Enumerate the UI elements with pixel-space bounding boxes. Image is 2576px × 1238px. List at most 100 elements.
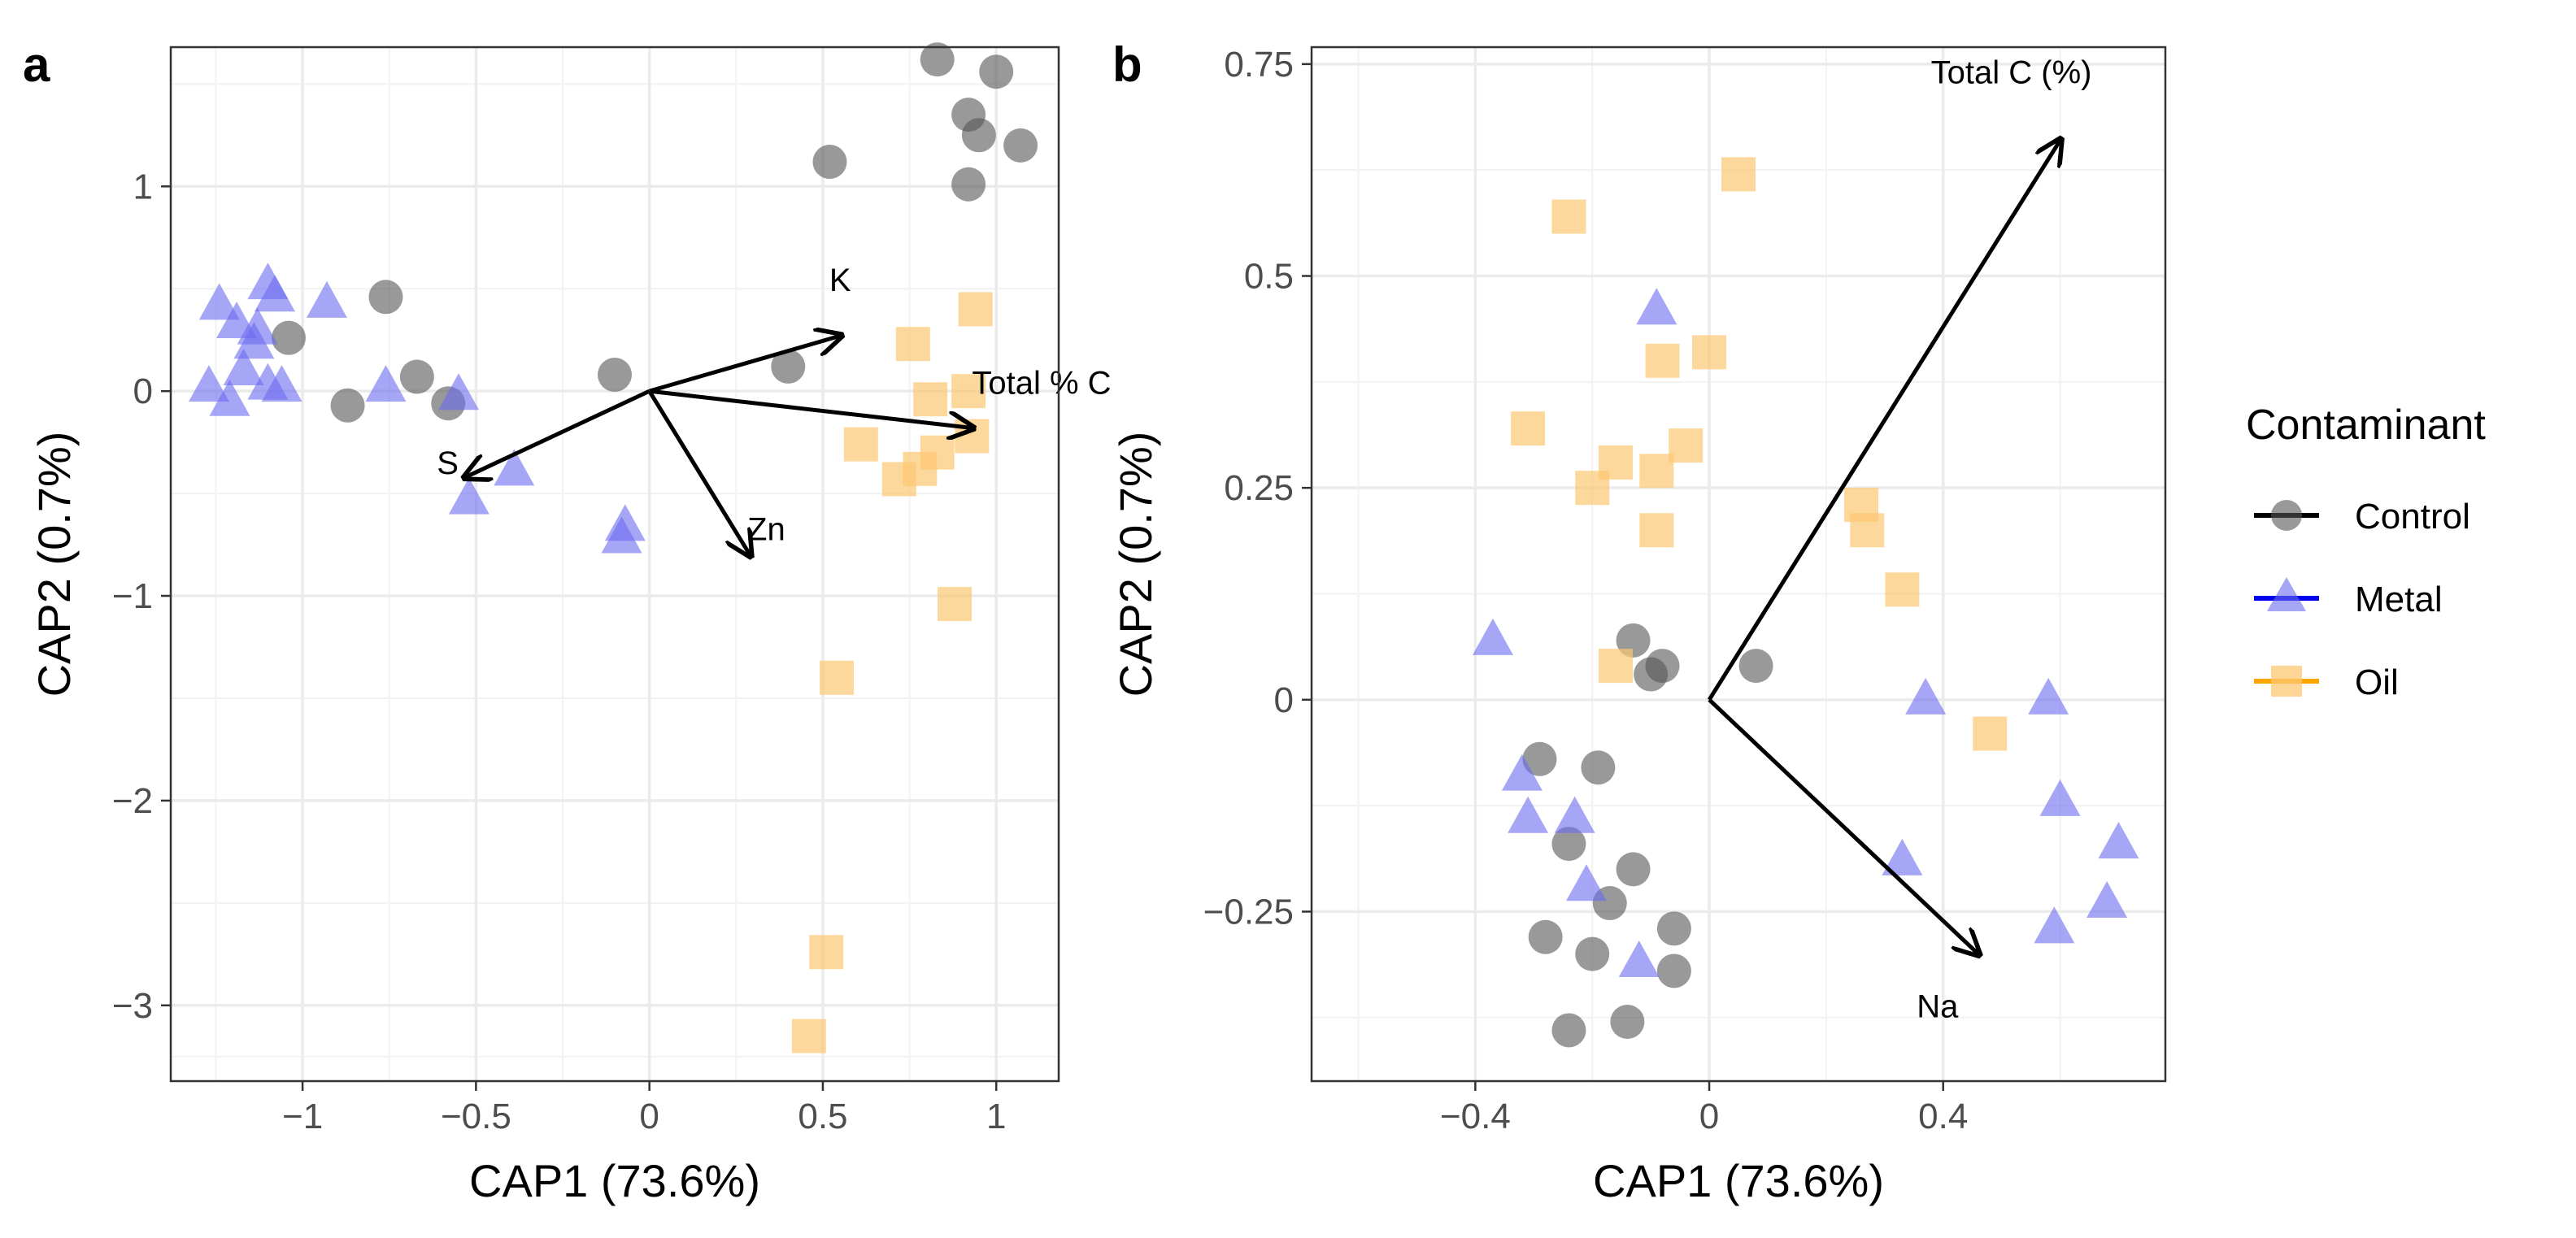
point-control bbox=[1656, 953, 1691, 988]
y-tick-label: −0.25 bbox=[1203, 892, 1294, 932]
point-oil bbox=[938, 587, 973, 622]
x-tick-label: 1 bbox=[986, 1097, 1006, 1136]
legend-key-control bbox=[2271, 500, 2302, 531]
point-metal bbox=[209, 379, 250, 416]
point-oil bbox=[1598, 649, 1633, 684]
x-tick-label: −0.4 bbox=[1440, 1097, 1511, 1136]
point-control bbox=[272, 320, 307, 355]
x-tick-label: 0 bbox=[1699, 1097, 1719, 1136]
x-tick-label: 0 bbox=[639, 1097, 659, 1136]
y-tick-label: 1 bbox=[133, 167, 153, 206]
point-oil bbox=[1639, 513, 1674, 548]
point-oil bbox=[820, 660, 854, 695]
point-control bbox=[368, 280, 403, 315]
point-metal bbox=[216, 302, 258, 339]
point-oil bbox=[843, 427, 878, 462]
point-oil bbox=[1645, 343, 1680, 378]
point-control bbox=[1003, 128, 1038, 163]
point-metal bbox=[188, 365, 229, 402]
panel-b-ticks: −0.4 0 0.4 −0.25 0 0.25 0.5 0.75 bbox=[1203, 45, 1969, 1136]
vector-label: Total % C bbox=[972, 365, 1111, 401]
x-tick-label: 0.5 bbox=[798, 1097, 847, 1136]
panel-b-x-axis-title: CAP1 (73.6%) bbox=[1593, 1155, 1884, 1206]
legend-item-oil: Oil bbox=[2254, 662, 2399, 702]
vector-arrow bbox=[1708, 698, 1978, 954]
point-oil bbox=[1721, 157, 1756, 192]
point-control bbox=[1581, 750, 1616, 785]
point-metal bbox=[2034, 906, 2075, 944]
point-control bbox=[961, 118, 996, 153]
vector-arrow bbox=[647, 389, 751, 555]
point-control bbox=[598, 358, 632, 393]
point-control bbox=[1522, 741, 1557, 776]
point-metal bbox=[306, 280, 347, 318]
point-oil bbox=[913, 382, 948, 417]
legend-label-metal: Metal bbox=[2355, 580, 2443, 619]
point-metal bbox=[1636, 288, 1677, 325]
y-tick-label: −3 bbox=[112, 986, 153, 1026]
point-oil bbox=[1669, 428, 1704, 463]
legend-label-oil: Oil bbox=[2355, 662, 2399, 702]
point-control bbox=[1645, 649, 1680, 684]
y-tick-label: −2 bbox=[112, 781, 153, 821]
point-control bbox=[1738, 649, 1773, 684]
legend: Contaminant Control Metal Oil bbox=[2246, 402, 2486, 702]
y-tick-label: −1 bbox=[112, 576, 153, 616]
point-metal bbox=[2028, 677, 2069, 715]
vector-label: Total C (%) bbox=[1931, 55, 2092, 91]
point-metal bbox=[1472, 618, 1513, 655]
y-tick-label: 0.75 bbox=[1224, 45, 1294, 85]
x-tick-label: −0.5 bbox=[441, 1097, 511, 1136]
vector-arrow bbox=[649, 389, 973, 428]
legend-item-metal: Metal bbox=[2254, 577, 2443, 619]
point-metal bbox=[254, 275, 295, 312]
panel-b-gridlines bbox=[1312, 47, 2165, 1081]
legend-key-oil bbox=[2271, 666, 2302, 697]
point-metal bbox=[1882, 838, 1923, 875]
point-metal bbox=[494, 449, 535, 486]
panel-b-label: b bbox=[1112, 37, 1142, 92]
vector-arrow bbox=[1707, 141, 2060, 702]
point-control bbox=[1551, 827, 1586, 862]
point-oil bbox=[1639, 454, 1674, 489]
point-oil bbox=[1511, 411, 1546, 446]
y-tick-label: 0.25 bbox=[1224, 468, 1294, 508]
panel-a-label: a bbox=[23, 37, 50, 92]
point-oil bbox=[881, 462, 916, 497]
point-oil bbox=[1692, 335, 1727, 370]
panel-b-vectors: Total C (%) Na bbox=[1707, 55, 2092, 1025]
point-oil bbox=[1850, 513, 1885, 548]
point-control bbox=[1575, 936, 1610, 971]
point-metal bbox=[2086, 881, 2128, 919]
point-oil bbox=[895, 327, 930, 362]
vector-arrow bbox=[648, 336, 841, 393]
point-metal bbox=[1566, 864, 1608, 901]
panel-a-vectors: K Total % C S Zn bbox=[437, 263, 1112, 555]
point-control bbox=[1616, 852, 1651, 887]
vector-label: K bbox=[829, 263, 851, 298]
point-control bbox=[812, 145, 847, 180]
legend-key-metal bbox=[2267, 577, 2306, 611]
vector-arrow bbox=[466, 389, 651, 477]
vector-label: Na bbox=[1917, 989, 1959, 1025]
point-metal bbox=[2039, 779, 2081, 816]
vector-label: S bbox=[437, 445, 459, 481]
point-control bbox=[330, 388, 365, 423]
point-control bbox=[1610, 1005, 1645, 1040]
y-tick-label: 0 bbox=[1274, 680, 1294, 720]
point-metal bbox=[601, 516, 642, 554]
point-control bbox=[771, 349, 806, 384]
panel-b-border bbox=[1310, 46, 2167, 1083]
point-metal bbox=[1618, 940, 1660, 978]
point-metal bbox=[223, 348, 264, 385]
point-metal bbox=[448, 477, 490, 515]
vector-label: Zn bbox=[747, 512, 785, 548]
point-control bbox=[1551, 1013, 1586, 1048]
point-metal bbox=[2098, 822, 2139, 859]
point-metal bbox=[1554, 796, 1595, 833]
x-tick-label: −1 bbox=[282, 1097, 323, 1136]
point-oil bbox=[1973, 716, 2008, 751]
point-metal bbox=[198, 283, 240, 320]
point-oil bbox=[1575, 471, 1610, 506]
